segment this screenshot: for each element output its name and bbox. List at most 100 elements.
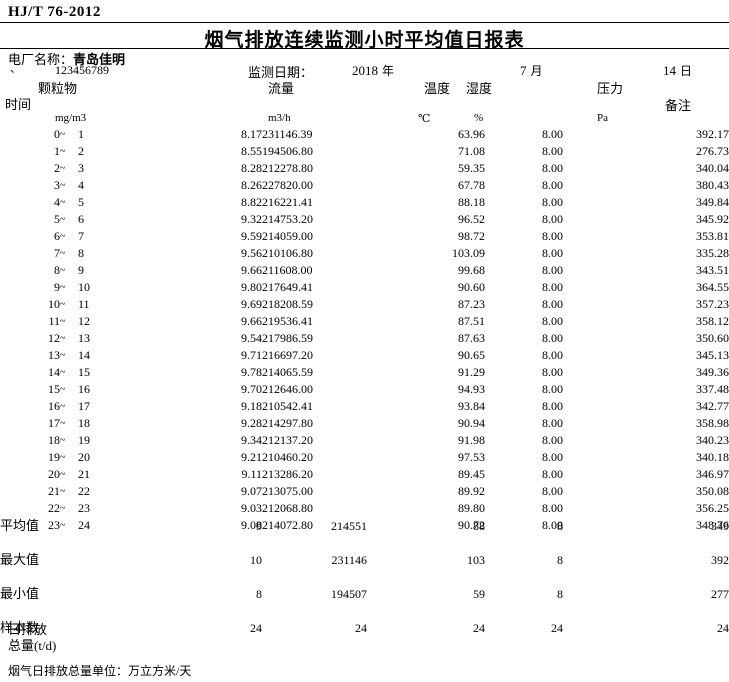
particulate-value: 9.34 (241, 433, 262, 447)
humidity-value: 8.00 (542, 229, 563, 243)
flow-value: 216697.20 (262, 348, 313, 362)
hour-end: 10 (78, 280, 90, 294)
plant-name-value: 青岛佳明 (73, 52, 126, 67)
column-header-time: 时间 (5, 97, 32, 112)
range-tilde: ~ (60, 248, 66, 259)
flow-value: 214065.59 (262, 365, 313, 379)
temperature-value: 87.23 (458, 297, 485, 311)
flow-value: 194506.80 (262, 144, 313, 158)
temperature-value: 90.60 (458, 280, 485, 294)
range-tilde: ~ (60, 367, 66, 378)
flow-value: 216221.41 (262, 195, 313, 209)
temperature-value: 87.63 (458, 331, 485, 345)
summary-humidity: 8 (557, 587, 563, 601)
hour-start: 18 (48, 433, 60, 447)
summary-humidity: 8 (557, 519, 563, 533)
hour-start: 20 (48, 467, 60, 481)
humidity-value: 8.00 (542, 178, 563, 192)
range-tilde: ~ (60, 282, 66, 293)
range-tilde: ~ (60, 197, 66, 208)
range-tilde: ~ (60, 316, 66, 327)
particulate-value: 8.26 (241, 178, 262, 192)
summary-humidity: 24 (551, 621, 563, 635)
day-value: 14 (663, 63, 676, 78)
hour-end: 19 (78, 433, 90, 447)
unit-pressure: Pa (597, 112, 608, 124)
humidity-value: 8.00 (542, 365, 563, 379)
range-tilde: ~ (60, 401, 66, 412)
particulate-value: 9.78 (241, 365, 262, 379)
column-header-remark: 备注 (665, 98, 692, 113)
daily-emission-line2: 总量(t/d) (8, 638, 57, 653)
particulate-value: 9.69 (241, 297, 262, 311)
table-row: 4 ~5 8.82 216221.41 88.18 8.00 349.84 (0, 194, 729, 211)
hour-start: 16 (48, 399, 60, 413)
pressure-value: 349.84 (696, 195, 729, 209)
hour-end: 8 (78, 246, 84, 260)
pressure-value: 343.51 (696, 263, 729, 277)
summary-flow: 231146 (331, 553, 367, 567)
pressure-value: 345.92 (696, 212, 729, 226)
range-tilde: ~ (60, 163, 66, 174)
hour-start: 13 (48, 348, 60, 362)
hour-end: 15 (78, 365, 90, 379)
table-row: 12 ~13 9.54 217986.59 87.63 8.00 350.60 (0, 330, 729, 347)
pressure-value: 357.23 (696, 297, 729, 311)
particulate-value: 9.70 (241, 382, 262, 396)
particulate-value: 8.17 (241, 127, 262, 141)
particulate-value: 9.03 (241, 501, 262, 515)
temperature-value: 89.45 (458, 467, 485, 481)
flow-value: 213075.00 (262, 484, 313, 498)
monitor-date-label: 监测日期： (248, 65, 314, 80)
range-tilde: ~ (60, 146, 66, 157)
range-tilde: ~ (60, 520, 66, 531)
column-header-flow: 流量 (268, 81, 295, 96)
flow-value: 210460.20 (262, 450, 313, 464)
humidity-value: 8.00 (542, 399, 563, 413)
hour-start: 10 (48, 297, 60, 311)
table-row: 18 ~19 9.34 212137.20 91.98 8.00 340.23 (0, 432, 729, 449)
humidity-value: 8.00 (542, 501, 563, 515)
hour-end: 6 (78, 212, 84, 226)
summary-pressure: 349 (711, 519, 729, 533)
month-value: 7 (520, 63, 527, 78)
summary-temperature: 88 (473, 519, 485, 533)
summary-row-label: 平均值 (0, 518, 40, 533)
plant-name-field: 电厂名称：青岛佳明 (8, 49, 125, 68)
hour-end: 12 (78, 314, 90, 328)
hour-start: 11 (48, 314, 60, 328)
humidity-value: 8.00 (542, 433, 563, 447)
summary-humidity: 8 (557, 553, 563, 567)
table-row: 13 ~14 9.71 216697.20 90.65 8.00 345.13 (0, 347, 729, 364)
page-title: 烟气排放连续监测小时平均值日报表 (204, 30, 525, 51)
temperature-value: 91.29 (458, 365, 485, 379)
year-unit: 年 (382, 64, 395, 78)
hour-start: 12 (48, 331, 60, 345)
summary-particulate: 10 (250, 553, 262, 567)
temperature-value: 103.09 (452, 246, 485, 260)
hour-end: 22 (78, 484, 90, 498)
pressure-value: 392.17 (696, 127, 729, 141)
month-unit: 月 (530, 64, 543, 78)
table-row: 17 ~18 9.28 214297.80 90.94 8.00 358.98 (0, 415, 729, 432)
flow-value: 214072.80 (262, 518, 313, 532)
temperature-value: 90.72 (458, 518, 485, 532)
temperature-value: 91.98 (458, 433, 485, 447)
flow-value: 212068.80 (262, 501, 313, 515)
particulate-value: 9.07 (241, 484, 262, 498)
summary-flow: 214551 (331, 519, 367, 533)
range-tilde: ~ (60, 231, 66, 242)
hour-start: 15 (48, 382, 60, 396)
temperature-value: 94.93 (458, 382, 485, 396)
flow-value: 218208.59 (262, 297, 313, 311)
range-tilde: ~ (60, 435, 66, 446)
summary-row-label: 最大值 (0, 552, 40, 567)
summary-flow: 24 (355, 621, 367, 635)
table-row: 16 ~17 9.18 210542.41 93.84 8.00 342.77 (0, 398, 729, 415)
flow-value: 210542.41 (262, 399, 313, 413)
table-row: 2 ~3 8.28 212278.80 59.35 8.00 340.04 (0, 160, 729, 177)
temperature-value: 96.52 (458, 212, 485, 226)
flow-value: 231146.39 (262, 127, 313, 141)
particulate-value: 9.18 (241, 399, 262, 413)
